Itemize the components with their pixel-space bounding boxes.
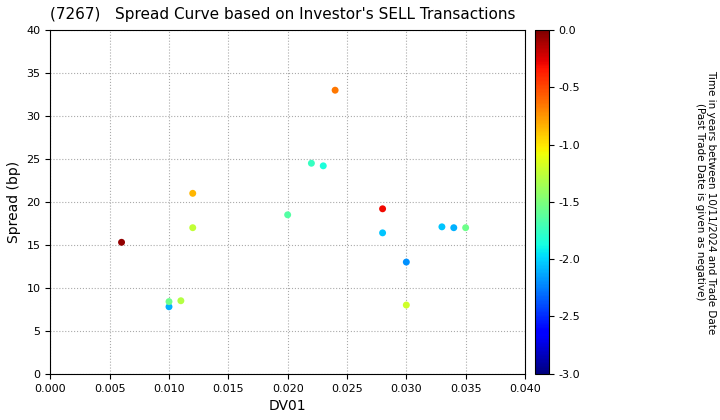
- Y-axis label: Spread (bp): Spread (bp): [7, 161, 21, 243]
- Point: [436, 223, 448, 230]
- Point: [377, 205, 388, 212]
- Point: [377, 229, 388, 236]
- Point: [187, 224, 199, 231]
- Point: [400, 302, 412, 308]
- Point: [175, 297, 186, 304]
- Point: [400, 259, 412, 265]
- Point: [329, 87, 341, 94]
- Text: (7267)   Spread Curve based on Investor's SELL Transactions: (7267) Spread Curve based on Investor's …: [50, 7, 516, 22]
- Point: [163, 298, 175, 305]
- X-axis label: DV01: DV01: [269, 399, 307, 413]
- Point: [460, 224, 472, 231]
- Point: [305, 160, 317, 167]
- Y-axis label: Time in years between 10/11/2024 and Trade Date
(Past Trade Date is given as neg: Time in years between 10/11/2024 and Tra…: [695, 70, 716, 334]
- Point: [187, 190, 199, 197]
- Point: [116, 239, 127, 246]
- Point: [448, 224, 459, 231]
- Point: [163, 303, 175, 310]
- Point: [318, 163, 329, 169]
- Point: [282, 211, 294, 218]
